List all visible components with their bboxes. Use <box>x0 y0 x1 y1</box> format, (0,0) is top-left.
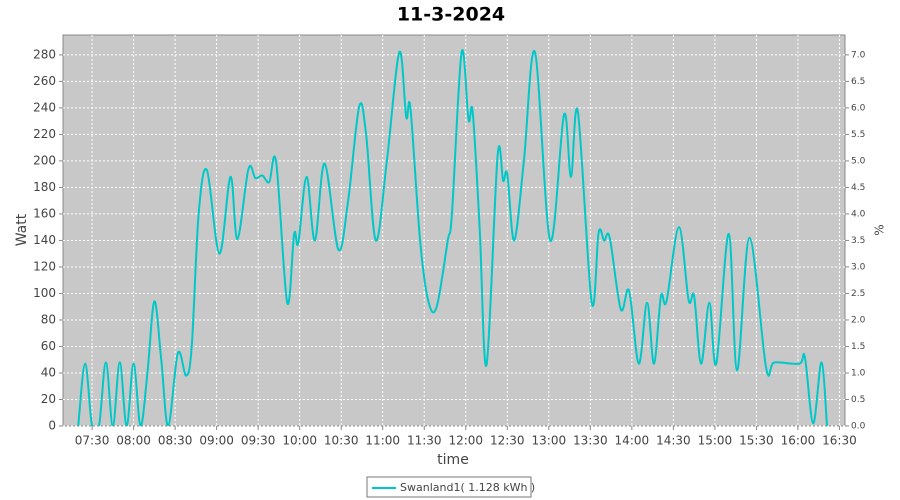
y2-tick-label: 1.5 <box>851 342 865 352</box>
y2-tick-label: 6.5 <box>851 77 865 87</box>
y2-axis-label: % <box>873 224 887 235</box>
y-tick-label: 40 <box>41 365 56 379</box>
y-tick-label: 100 <box>33 286 56 300</box>
y-tick-label: 80 <box>41 312 56 326</box>
x-tick-label: 09:00 <box>199 434 234 448</box>
y-tick-label: 60 <box>41 339 56 353</box>
y-axis-label: Watt <box>14 213 30 246</box>
x-tick-label: 09:30 <box>241 434 276 448</box>
y2-tick-label: 1.0 <box>851 368 866 378</box>
y-tick-label: 160 <box>33 206 56 220</box>
chart-title: 11-3-2024 <box>397 4 505 26</box>
x-tick-label: 10:00 <box>282 434 317 448</box>
x-tick-label: 11:30 <box>407 434 442 448</box>
x-tick-label: 07:30 <box>75 434 110 448</box>
x-tick-label: 10:30 <box>324 434 359 448</box>
y2-tick-label: 0.5 <box>851 395 865 405</box>
y2-tick-label: 3.0 <box>851 262 866 272</box>
y-tick-label: 20 <box>41 392 56 406</box>
x-tick-label: 11:00 <box>365 434 400 448</box>
x-axis-label: time <box>437 452 469 468</box>
x-tick-label: 15:00 <box>698 434 733 448</box>
y-tick-label: 140 <box>33 233 56 247</box>
x-tick-label: 13:00 <box>532 434 567 448</box>
plot-area <box>62 34 846 427</box>
y-tick-label: 280 <box>33 47 56 61</box>
y2-tick-label: 2.5 <box>851 289 865 299</box>
x-tick-label: 14:30 <box>656 434 691 448</box>
x-tick-label: 16:00 <box>781 434 816 448</box>
x-tick-label: 12:30 <box>490 434 525 448</box>
y2-tick-label: 5.5 <box>851 130 865 140</box>
y2-tick-label: 2.0 <box>851 315 866 325</box>
y-tick-label: 120 <box>33 259 56 273</box>
x-tick-label: 13:30 <box>573 434 608 448</box>
y2-tick-label: 4.0 <box>851 209 866 219</box>
legend-label: Swanland1( 1.128 kWh ) <box>400 481 535 494</box>
x-tick-label: 08:30 <box>158 434 193 448</box>
y2-tick-label: 7.0 <box>851 50 866 60</box>
series-line <box>77 49 829 426</box>
x-tick-label: 15:30 <box>739 434 774 448</box>
x-tick-label: 14:00 <box>615 434 650 448</box>
y-tick-label: 180 <box>33 180 56 194</box>
y2-tick-label: 5.0 <box>851 156 866 166</box>
y2-tick-label: 6.0 <box>851 103 866 113</box>
y-tick-label: 240 <box>33 100 56 114</box>
y-tick-label: 260 <box>33 74 56 88</box>
x-tick-label: 12:00 <box>448 434 483 448</box>
x-tick-label: 08:00 <box>116 434 151 448</box>
legend-box <box>366 476 532 498</box>
y2-tick-label: 0.0 <box>851 422 866 432</box>
y2-tick-label: 3.5 <box>851 236 865 246</box>
y2-tick-label: 4.5 <box>851 183 865 193</box>
y-tick-label: 220 <box>33 127 56 141</box>
y-tick-label: 0 <box>48 419 56 433</box>
y-tick-label: 200 <box>33 153 56 167</box>
x-tick-label: 16:30 <box>822 434 857 448</box>
